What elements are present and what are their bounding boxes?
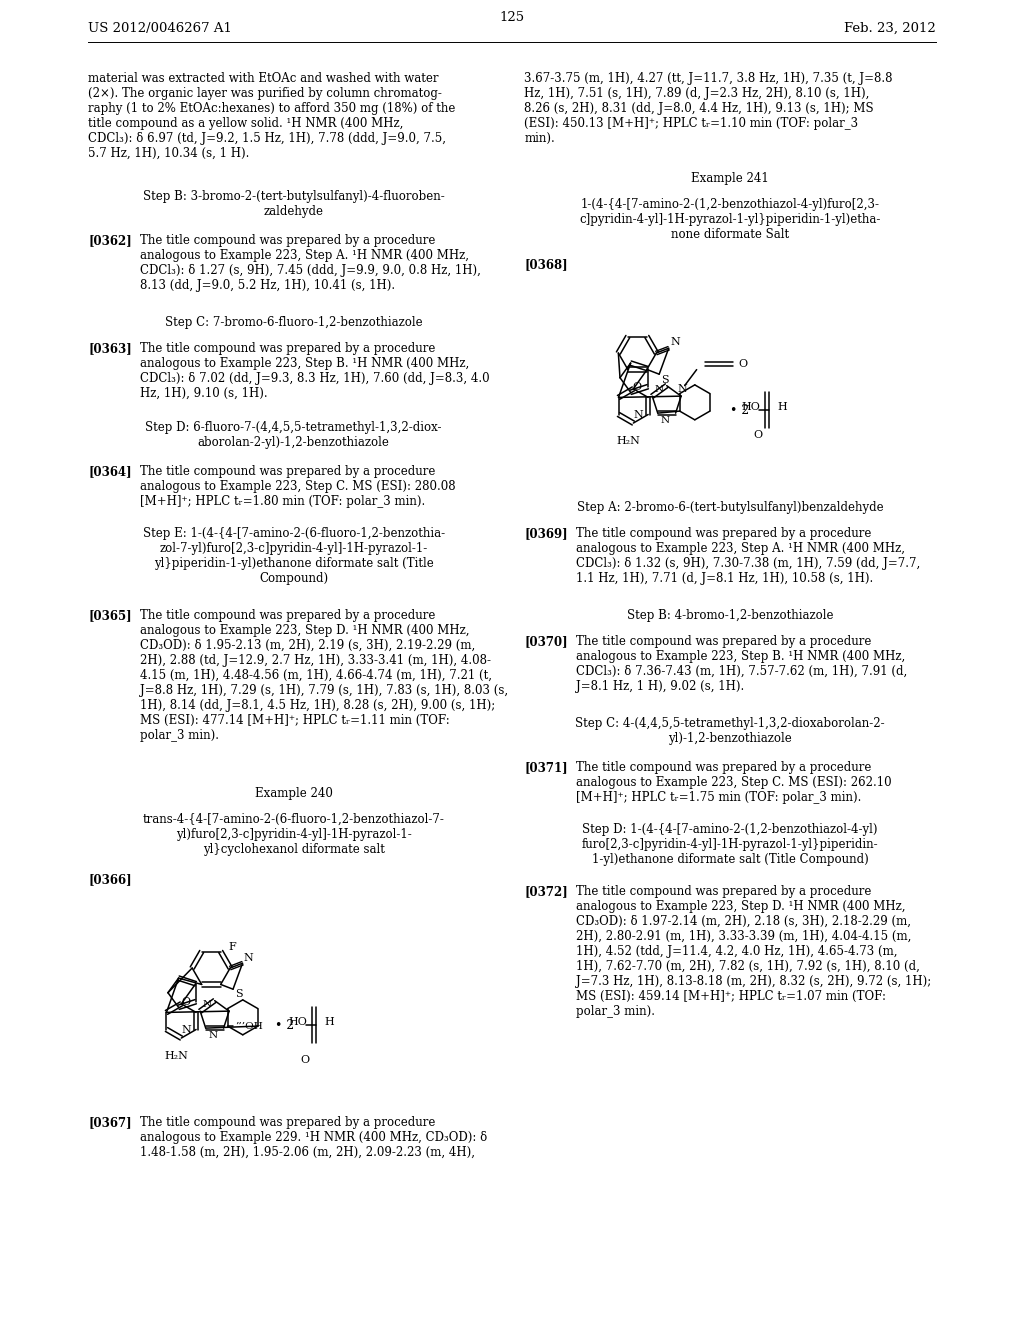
Text: H₂N: H₂N	[165, 1051, 188, 1061]
Text: The title compound was prepared by a procedure
analogous to Example 223, Step A.: The title compound was prepared by a pro…	[577, 527, 921, 585]
Text: S: S	[236, 989, 243, 999]
Text: N: N	[208, 1031, 217, 1040]
Text: O: O	[632, 381, 641, 392]
Text: The title compound was prepared by a procedure
analogous to Example 223, Step C.: The title compound was prepared by a pro…	[577, 762, 892, 804]
Text: H₂N: H₂N	[616, 436, 640, 446]
Text: Feb. 23, 2012: Feb. 23, 2012	[844, 22, 936, 36]
Text: O: O	[181, 997, 190, 1007]
Text: [0368]: [0368]	[524, 257, 568, 271]
Text: 125: 125	[500, 11, 524, 24]
Text: ’’’OH: ’’’OH	[236, 1022, 263, 1031]
Text: S: S	[662, 375, 669, 385]
Text: O: O	[754, 430, 763, 441]
Text: F: F	[228, 941, 237, 952]
Text: 1-(4-{4-[7-amino-2-(1,2-benzothiazol-4-yl)furo[2,3-
c]pyridin-4-yl]-1H-pyrazol-1: 1-(4-{4-[7-amino-2-(1,2-benzothiazol-4-y…	[580, 198, 881, 242]
Text: The title compound was prepared by a procedure
analogous to Example 223, Step D.: The title compound was prepared by a pro…	[140, 609, 508, 742]
Text: The title compound was prepared by a procedure
analogous to Example 223, Step B.: The title compound was prepared by a pro…	[577, 635, 907, 693]
Text: Step B: 4-bromo-1,2-benzothiazole: Step B: 4-bromo-1,2-benzothiazole	[627, 609, 834, 622]
Text: The title compound was prepared by a procedure
analogous to Example 223, Step A.: The title compound was prepared by a pro…	[140, 234, 481, 292]
Text: [0363]: [0363]	[88, 342, 132, 355]
Text: The title compound was prepared by a procedure
analogous to Example 229. ¹H NMR : The title compound was prepared by a pro…	[140, 1115, 487, 1159]
Text: [0365]: [0365]	[88, 609, 132, 622]
Text: Step E: 1-(4-{4-[7-amino-2-(6-fluoro-1,2-benzothia-
zol-7-yl)furo[2,3-c]pyridin-: Step E: 1-(4-{4-[7-amino-2-(6-fluoro-1,2…	[142, 527, 444, 585]
Text: [0366]: [0366]	[88, 873, 132, 886]
Text: HO: HO	[289, 1018, 307, 1027]
Text: material was extracted with EtOAc and washed with water
(2×). The organic layer : material was extracted with EtOAc and wa…	[88, 73, 456, 160]
Text: [0370]: [0370]	[524, 635, 568, 648]
Text: trans-4-{4-[7-amino-2-(6-fluoro-1,2-benzothiazol-7-
yl)furo[2,3-c]pyridin-4-yl]-: trans-4-{4-[7-amino-2-(6-fluoro-1,2-benz…	[142, 813, 444, 855]
Text: N: N	[654, 384, 664, 393]
Text: [0371]: [0371]	[524, 762, 568, 774]
Text: [0362]: [0362]	[88, 234, 132, 247]
Text: Step C: 4-(4,4,5,5-tetramethyl-1,3,2-dioxaborolan-2-
yl)-1,2-benzothiazole: Step C: 4-(4,4,5,5-tetramethyl-1,3,2-dio…	[575, 717, 885, 744]
Text: Step D: 6-fluoro-7-(4,4,5,5-tetramethyl-1,3,2-diox-
aborolan-2-yl)-1,2-benzothia: Step D: 6-fluoro-7-(4,4,5,5-tetramethyl-…	[145, 421, 442, 449]
Text: N: N	[671, 337, 681, 347]
Text: • 2: • 2	[275, 1019, 295, 1032]
Text: • 2: • 2	[730, 404, 750, 417]
Text: The title compound was prepared by a procedure
analogous to Example 223, Step B.: The title compound was prepared by a pro…	[140, 342, 489, 400]
Text: N: N	[678, 384, 687, 393]
Text: [0367]: [0367]	[88, 1115, 132, 1129]
Text: [0369]: [0369]	[524, 527, 568, 540]
Text: [0364]: [0364]	[88, 465, 132, 478]
Text: The title compound was prepared by a procedure
analogous to Example 223, Step D.: The title compound was prepared by a pro…	[577, 884, 932, 1018]
Text: 3.67-3.75 (m, 1H), 4.27 (tt, J=11.7, 3.8 Hz, 1H), 7.35 (t, J=8.8
Hz, 1H), 7.51 (: 3.67-3.75 (m, 1H), 4.27 (tt, J=11.7, 3.8…	[524, 73, 893, 145]
Text: H: H	[777, 403, 787, 412]
Text: Step D: 1-(4-{4-[7-amino-2-(1,2-benzothiazol-4-yl)
furo[2,3-c]pyridin-4-yl]-1H-p: Step D: 1-(4-{4-[7-amino-2-(1,2-benzothi…	[582, 822, 879, 866]
Text: US 2012/0046267 A1: US 2012/0046267 A1	[88, 22, 231, 36]
Text: N: N	[633, 409, 643, 420]
Text: Step C: 7-bromo-6-fluoro-1,2-benzothiazole: Step C: 7-bromo-6-fluoro-1,2-benzothiazo…	[165, 315, 423, 329]
Text: Step B: 3-bromo-2-(tert-butylsulfanyl)-4-fluoroben-
zaldehyde: Step B: 3-bromo-2-(tert-butylsulfanyl)-4…	[143, 190, 444, 218]
Text: HO: HO	[741, 403, 760, 412]
Text: The title compound was prepared by a procedure
analogous to Example 223, Step C.: The title compound was prepared by a pro…	[140, 465, 456, 508]
Text: N: N	[203, 999, 212, 1008]
Text: O: O	[738, 359, 748, 368]
Text: N: N	[244, 953, 253, 964]
Text: H: H	[325, 1018, 334, 1027]
Text: N: N	[181, 1024, 191, 1035]
Text: Example 240: Example 240	[255, 787, 333, 800]
Text: Example 241: Example 241	[691, 172, 769, 185]
Text: Step A: 2-bromo-6-(tert-butylsulfanyl)benzaldehyde: Step A: 2-bromo-6-(tert-butylsulfanyl)be…	[577, 502, 884, 513]
Text: O: O	[301, 1056, 310, 1065]
Text: [0372]: [0372]	[524, 884, 568, 898]
Text: N: N	[660, 416, 670, 425]
